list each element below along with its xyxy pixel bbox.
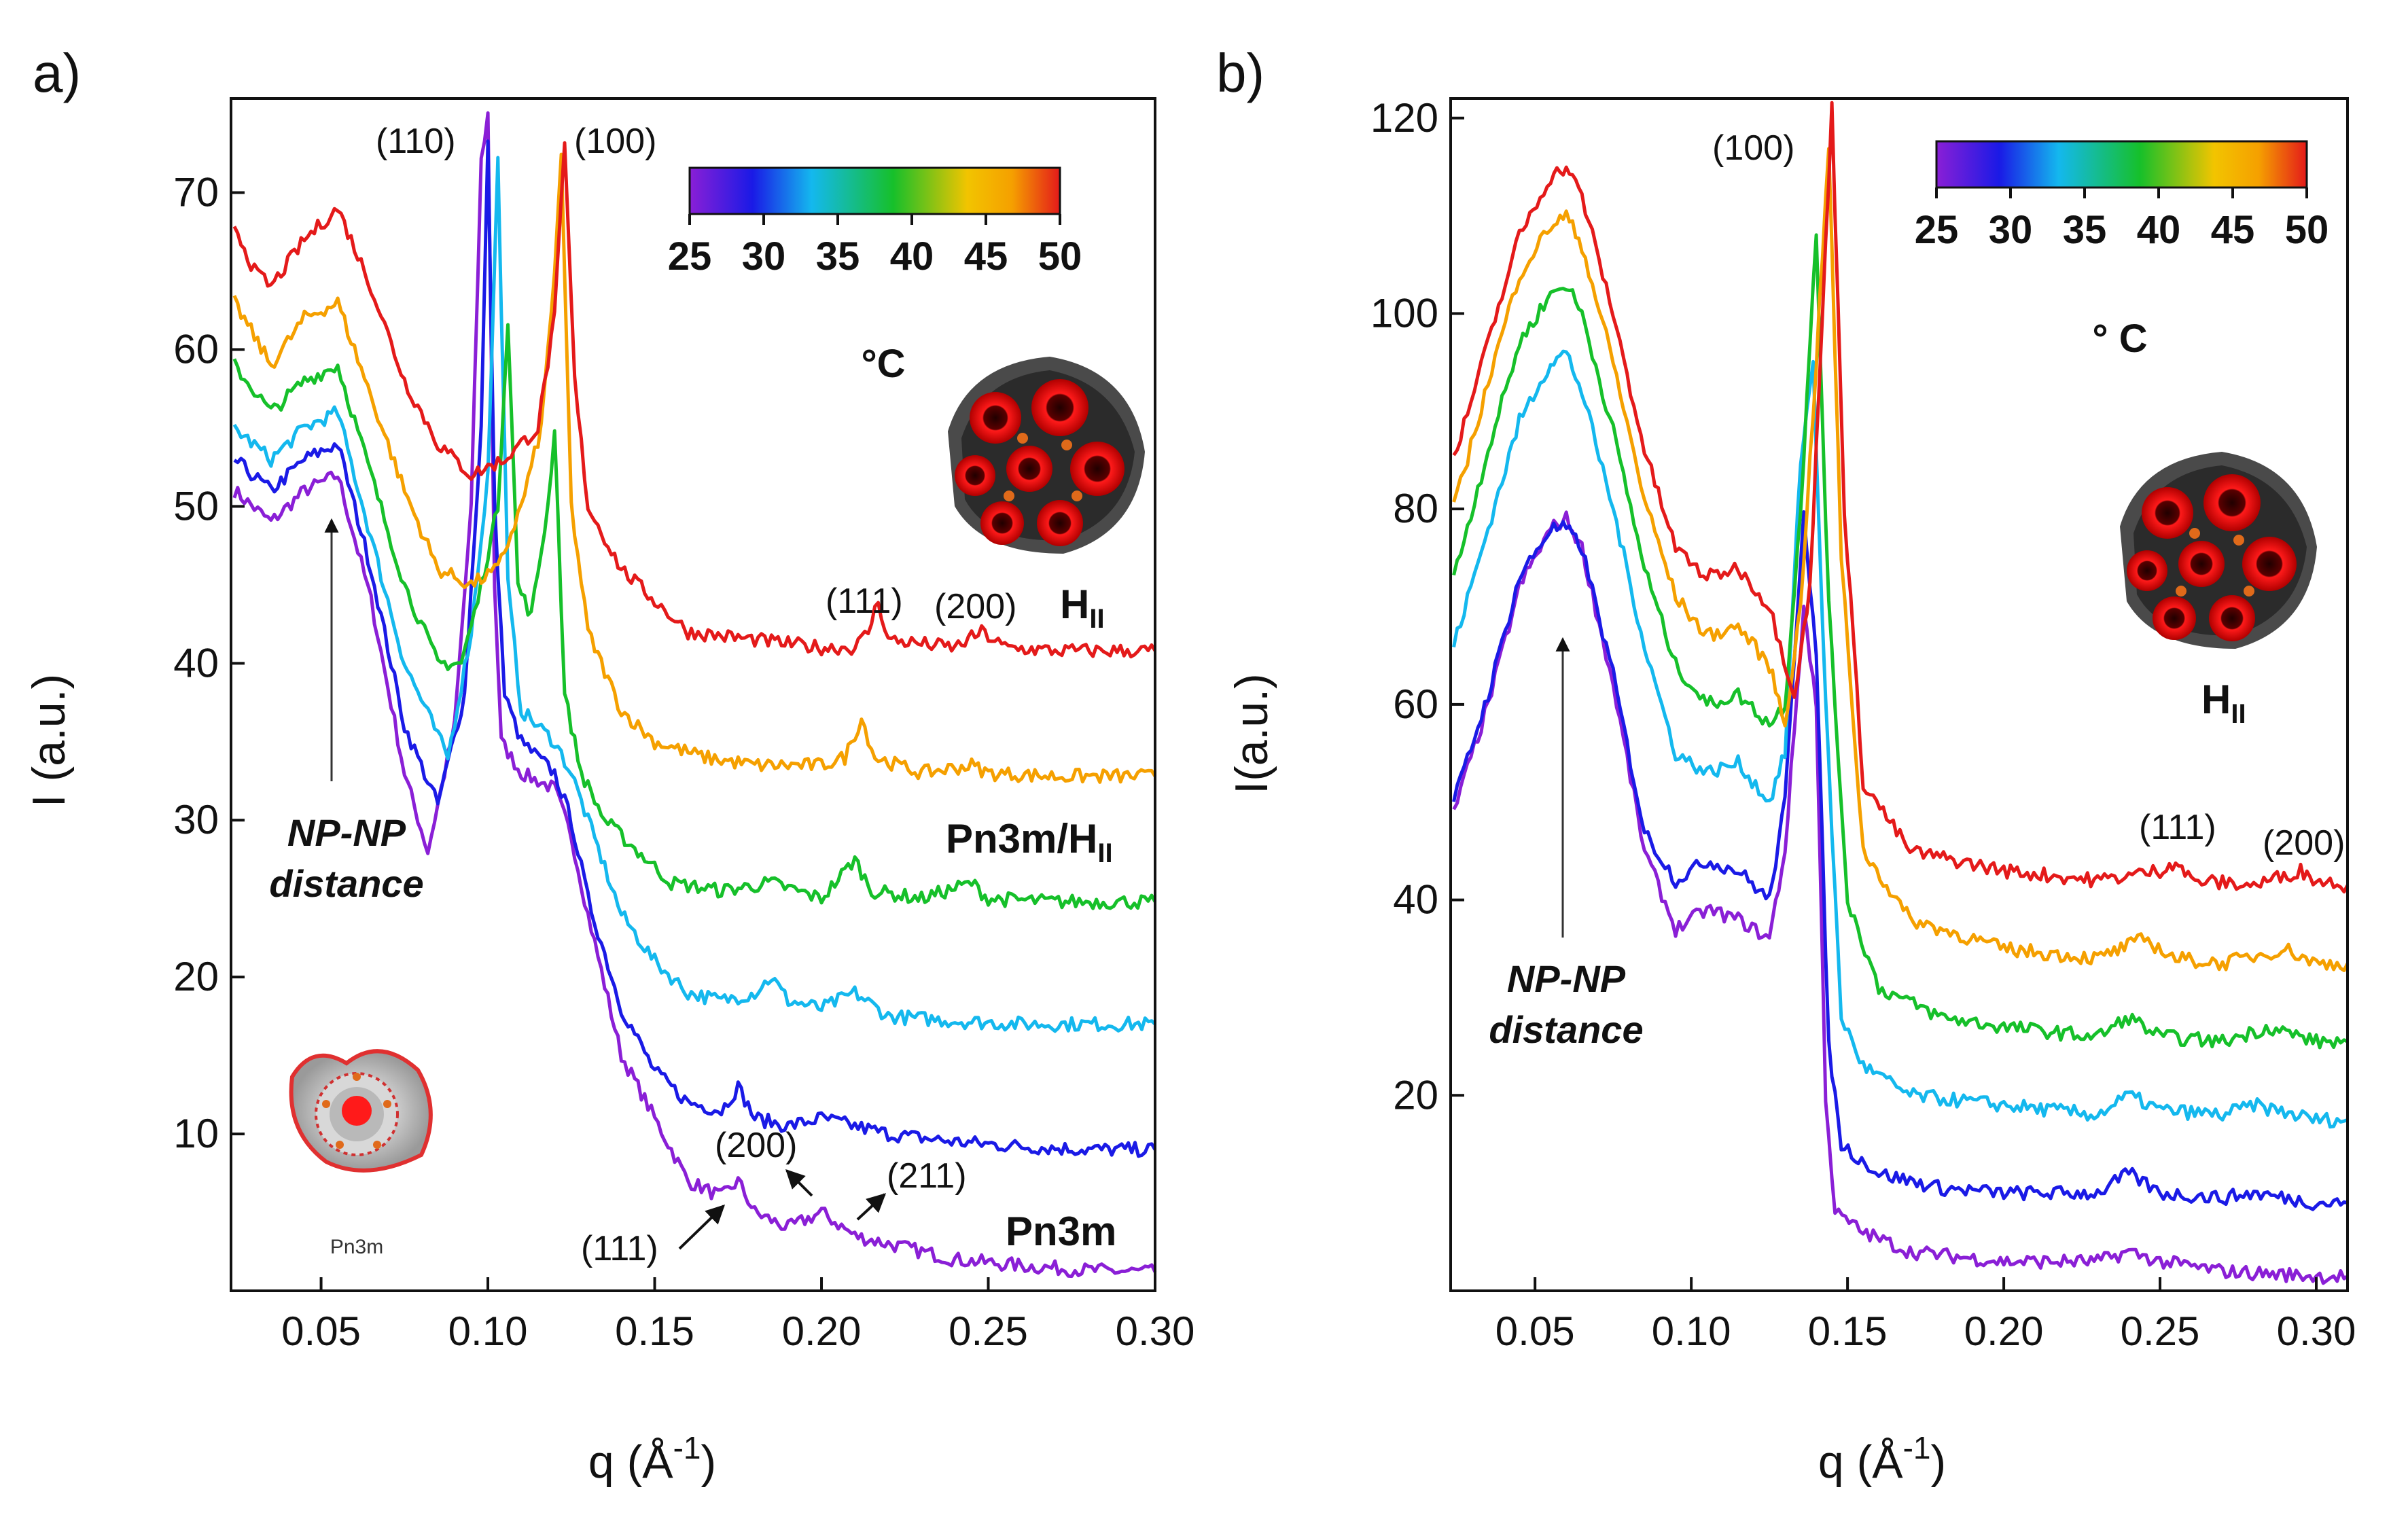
panel-a-peak-110: (110): [376, 122, 456, 161]
panel-a-xtick-label: 0.10: [448, 1308, 528, 1354]
panel-a-colorbar-tick-label: 45: [964, 234, 1008, 279]
panel-a-series-30c: [233, 139, 1157, 1158]
panel-a-phase-pn3m-hii: Pn3m/HII: [946, 816, 1113, 868]
panel-a-ytick-label: 60: [173, 326, 219, 372]
panel-a-colorbar-tick-label: 35: [816, 234, 860, 279]
panel-a-ylabel: I (a.u.): [23, 674, 75, 808]
panel-a-phase-pn3m: Pn3m: [1006, 1209, 1116, 1254]
panel-a-ytick-label: 50: [173, 483, 219, 529]
panel-b-colorbar-tick-label: 50: [2285, 208, 2329, 252]
panel-a-series-40c: [232, 323, 1157, 910]
panel-b-hii-inset-icon: [2120, 452, 2317, 649]
panel-a-frame: [230, 97, 1156, 1292]
panel-a-hii-inset-icon: [948, 357, 1145, 554]
panel-a-series-35c: [232, 156, 1156, 1033]
panel-a-ytick-label: 40: [173, 640, 219, 685]
panel-b-series-35c: [1452, 349, 2348, 1129]
panel-b-peak-200: (200): [2263, 823, 2345, 863]
panel-b-xtick-label: 0.05: [1495, 1308, 1575, 1354]
panel-a-npnp-label-2: distance: [269, 862, 423, 905]
panel-b-xtick-label: 0.10: [1652, 1308, 1731, 1354]
panel-b-ytick-label: 20: [1393, 1072, 1438, 1118]
panel-b-colorbar-gradient: [1935, 140, 2308, 189]
panel-a-arrow-200: [785, 1169, 813, 1197]
panel-b-peak-100: (100): [1712, 128, 1794, 168]
panel-b-colorbar-tick-label: 25: [1915, 208, 1959, 252]
panel-a-colorbar-tick-label: 30: [742, 234, 786, 279]
panel-a-arrow-211: [856, 1193, 887, 1221]
panel-a-npnp-label-1: NP-NP: [287, 811, 406, 854]
panel-b-peak-111: (111): [2139, 808, 2216, 847]
panel-b-ytick-label: 80: [1393, 486, 1438, 531]
panel-a-peak-111-hii: (111): [826, 582, 903, 621]
panel-b-series-45c: [1452, 147, 2350, 972]
panel-a-series-45c: [232, 152, 1157, 784]
panel-a-ytick-label: 20: [173, 954, 219, 999]
panel-a-colorbar-tick-label: 40: [890, 234, 934, 279]
panel-a-series-group: [232, 111, 1157, 1279]
panel-a-arrow-111: [678, 1205, 726, 1250]
panel-a-axes: 0.05 0.10 0.15 0.20 0.25 0.30 10 20 30 40 50 60 70: [173, 170, 1194, 1354]
panel-b-label: b): [1216, 43, 1264, 103]
panel-a-peak-200-pn3m: (200): [715, 1126, 797, 1165]
panel-b-xtick-label: 0.20: [1964, 1308, 2044, 1354]
panel-b-ytick-label: 100: [1370, 290, 1438, 336]
panel-b-ytick-label: 120: [1370, 95, 1438, 141]
panel-a-peak-200-hii: (200): [934, 587, 1016, 626]
panel-b-series-group: [1452, 101, 2350, 1285]
panel-a-xlabel: q (Å-1): [588, 1430, 716, 1488]
panel-b-colorbar-tick-label: 40: [2137, 208, 2181, 252]
panel-b-frame: [1449, 97, 2349, 1292]
panel-a-colorbar: 25 30 35 40 45 50 °C: [668, 166, 1082, 386]
panel-b-colorbar-ticks: 25 30 35 40 45 50: [1915, 188, 2329, 252]
panel-a-colorbar-ticks: 25 30 35 40 45 50: [668, 214, 1082, 279]
panel-b-axes: 0.05 0.10 0.15 0.20 0.25 0.30 20 40 60 80 100 120: [1370, 95, 2356, 1354]
panel-a-xtick-label: 0.15: [615, 1308, 694, 1354]
panel-b-ylabel: I(a.u.): [1226, 673, 1277, 794]
panel-a-inset-caption: Pn3m: [330, 1236, 383, 1258]
panel-a-series-50c: [232, 141, 1157, 659]
panel-a-colorbar-tick-label: 25: [668, 234, 712, 279]
panel-a-xtick-label: 0.05: [281, 1308, 361, 1354]
panel-a-series-25c: [232, 111, 1157, 1279]
panel-a-colorbar-unit: °C: [861, 342, 905, 386]
panel-b-xtick-label: 0.25: [2121, 1308, 2200, 1354]
panel-b: b) I(a.u.) q (Å-1) 0.05 0.10 0.15 0.20 0.25 0…: [1216, 43, 2356, 1488]
panel-a-colorbar-tick-label: 50: [1038, 234, 1082, 279]
panel-a-ytick-label: 70: [173, 170, 219, 215]
panel-b-colorbar-unit: ° C: [2092, 317, 2147, 361]
panel-a-xtick-label: 0.25: [949, 1308, 1028, 1354]
panel-a-xtick-label: 0.20: [782, 1308, 862, 1354]
panel-a-ytick-label: 30: [173, 797, 219, 842]
panel-a-phase-hii: HII: [1060, 582, 1105, 634]
panel-a-pn3m-inset-icon: [289, 1049, 433, 1173]
panel-b-colorbar: 25 30 35 40 45 50 ° C: [1915, 140, 2329, 361]
panel-a-label: a): [33, 43, 81, 103]
panel-b-npnp-label-2: distance: [1489, 1008, 1643, 1051]
panel-a-ytick-label: 10: [173, 1111, 219, 1156]
panel-b-xlabel: q (Å-1): [1818, 1430, 1946, 1488]
panel-b-colorbar-tick-label: 30: [1989, 208, 2033, 252]
panel-a: a) I (a.u.) q (Å-1) 0.05 0.10 0.15 0.20 0.25…: [23, 43, 1194, 1488]
panel-a-xtick-label: 0.30: [1116, 1308, 1195, 1354]
panel-b-colorbar-tick-label: 45: [2211, 208, 2255, 252]
panel-b-npnp-label-1: NP-NP: [1507, 957, 1626, 1000]
panel-b-xtick-label: 0.15: [1808, 1308, 1888, 1354]
panel-a-colorbar-gradient: [688, 166, 1061, 215]
panel-b-phase-hii: HII: [2201, 677, 2246, 729]
panel-b-series-50c: [1452, 101, 2350, 894]
panel-b-colorbar-tick-label: 35: [2063, 208, 2107, 252]
panel-b-xtick-label: 0.30: [2277, 1308, 2356, 1354]
panel-a-peak-211-pn3m: (211): [887, 1156, 967, 1196]
panel-a-peak-100: (100): [574, 122, 656, 161]
panel-a-peak-111-pn3m: (111): [581, 1229, 658, 1268]
panel-b-ytick-label: 60: [1393, 681, 1438, 727]
panel-b-series-30c: [1452, 510, 2348, 1211]
panel-b-series-40c: [1452, 233, 2349, 1050]
panel-b-ytick-label: 40: [1393, 877, 1438, 923]
